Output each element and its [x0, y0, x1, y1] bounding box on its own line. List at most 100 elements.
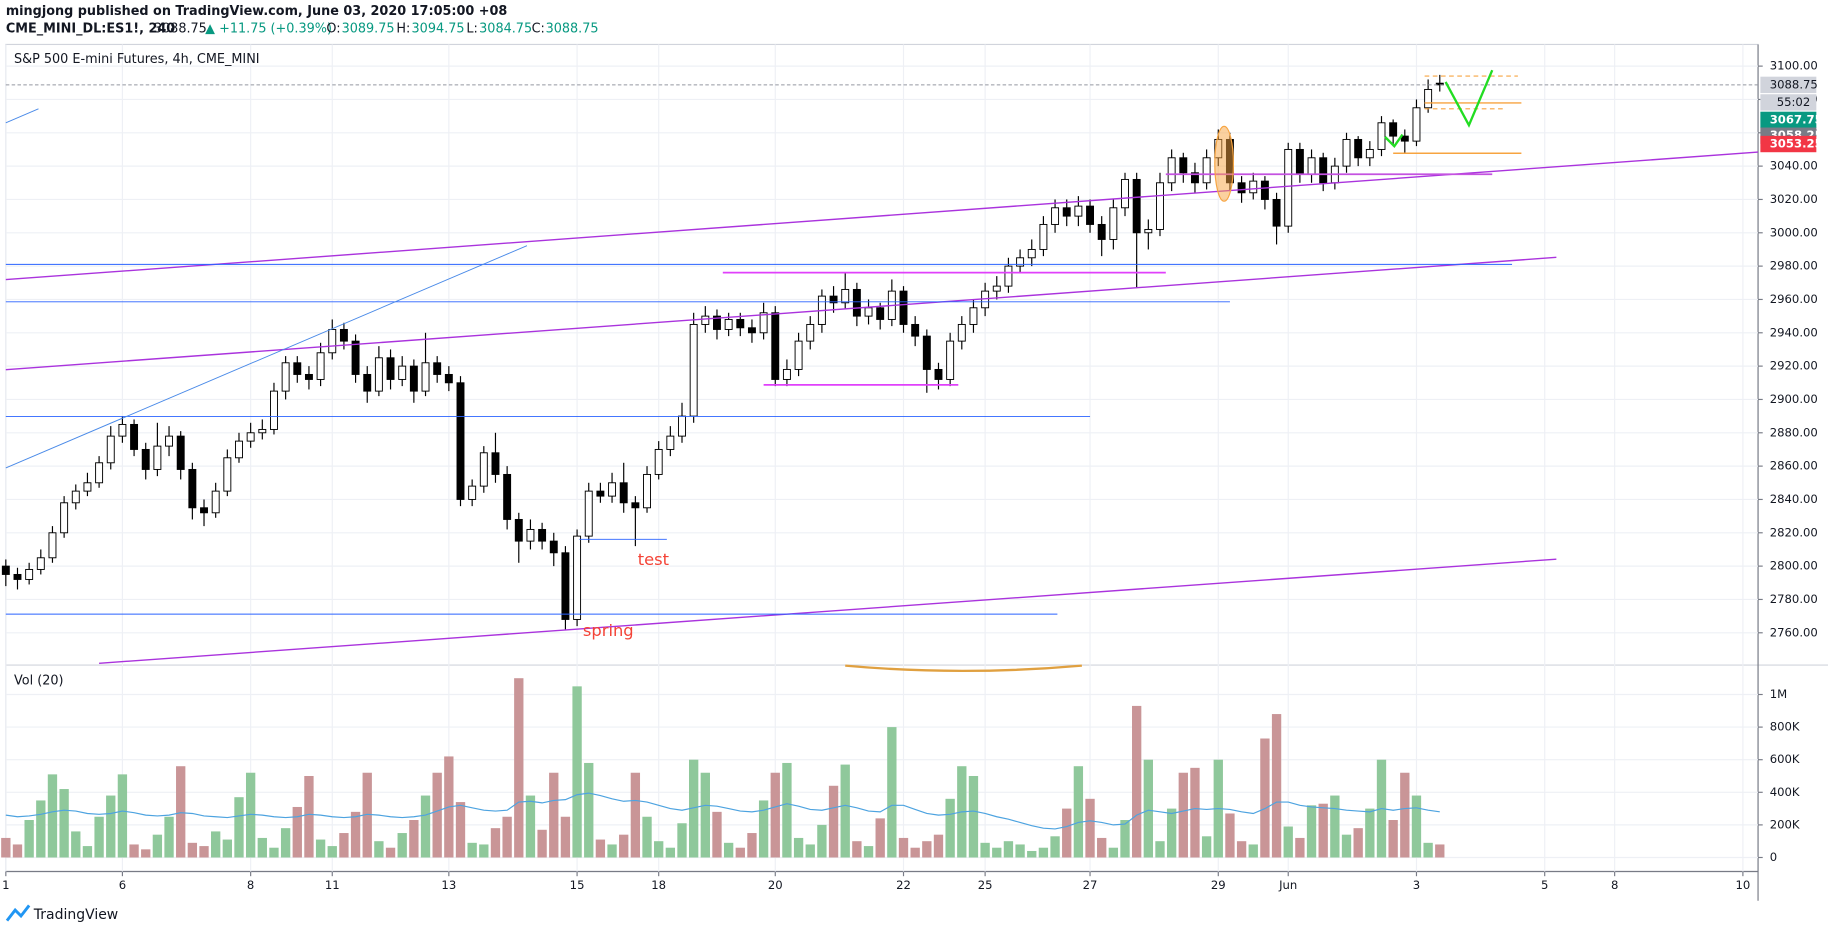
candle-body: [328, 328, 337, 354]
o-value: 3089.75: [342, 22, 395, 37]
volume-bar: [82, 846, 93, 858]
volume-bar: [677, 823, 687, 858]
volume-bar: [887, 727, 897, 858]
l-value: 3084.75: [479, 22, 532, 37]
x-tick-label: 20: [768, 878, 783, 892]
h-label: H:: [396, 22, 410, 37]
candle-body: [200, 507, 208, 514]
volume-bar: [1178, 772, 1188, 858]
volume-bar: [257, 837, 267, 858]
candle-body: [48, 532, 57, 559]
candle-body: [36, 557, 45, 570]
plot: [1, 74, 1759, 858]
countdown: 55:02: [1777, 95, 1811, 109]
candle-body: [771, 312, 780, 380]
candle-body: [794, 340, 803, 370]
candle-body: [608, 482, 617, 497]
volume-bar: [688, 759, 699, 858]
volume-bar: [455, 802, 466, 858]
volume-bar: [1306, 805, 1317, 858]
channel-line: [99, 558, 1557, 664]
x-tick-label: 11: [325, 878, 340, 892]
c-value: 3088.75: [546, 22, 599, 37]
volume-bar: [1225, 813, 1235, 858]
last-price-box: [1760, 76, 1817, 94]
candle-body: [759, 312, 768, 334]
candle-body: [176, 435, 185, 470]
volume-bar: [1400, 772, 1410, 858]
y-tick-label: 0: [1770, 850, 1777, 864]
volume-bar: [747, 833, 757, 858]
candle-body: [561, 552, 570, 620]
trend-line: [5, 245, 528, 469]
volume-bar: [863, 846, 874, 858]
candle-body: [829, 295, 838, 304]
candle-body: [747, 327, 756, 334]
y-tick-label: 2940.00: [1770, 325, 1818, 339]
candle-body: [386, 357, 395, 380]
volume-bar: [1236, 841, 1247, 858]
volume-bar: [1120, 820, 1130, 858]
volume-bar: [269, 847, 279, 858]
volume-bar: [1388, 820, 1398, 858]
volume-bar: [584, 762, 594, 858]
candle-body: [1260, 180, 1269, 200]
volume-bar: [1155, 841, 1165, 858]
highlight-arc: [845, 664, 1082, 673]
candle-body: [1389, 122, 1398, 137]
candle-body: [1272, 198, 1281, 227]
volume-bar: [280, 828, 291, 858]
candle-body: [1400, 135, 1409, 142]
y-tick-label: 2780.00: [1770, 592, 1818, 606]
x-tick-label: Jun: [1278, 878, 1297, 892]
y-tick-label: 2960.00: [1770, 292, 1818, 306]
price-marker-label: 3067.75: [1770, 112, 1823, 126]
h-value: 3094.75: [412, 22, 465, 37]
candle-body: [316, 352, 325, 380]
volume-bar: [129, 844, 139, 858]
candle-body: [701, 315, 710, 325]
volume-bar: [525, 795, 536, 858]
candle-body: [631, 502, 640, 509]
price-marker-box: [1760, 135, 1817, 153]
volume-bar: [537, 829, 547, 858]
candle-body: [1144, 228, 1153, 234]
y-tick-label: 200K: [1770, 817, 1800, 831]
candle-body: [643, 473, 651, 509]
candle-body: [969, 307, 978, 325]
volume-bar: [1143, 759, 1153, 858]
volume-bar: [362, 772, 372, 858]
volume-bar: [549, 772, 559, 858]
candle-body: [235, 440, 243, 459]
candle-body: [899, 290, 908, 325]
candle-body: [503, 473, 512, 520]
projection-arrow: [1384, 133, 1404, 149]
volume-bar: [1248, 844, 1258, 858]
candle-body: [1109, 207, 1118, 240]
candle-body: [1074, 205, 1083, 217]
l-label: L:: [466, 22, 477, 37]
candle-body: [1121, 178, 1129, 209]
volume-bar: [595, 839, 606, 858]
candle-body: [304, 373, 313, 380]
volume-bar: [805, 844, 815, 858]
volume-bar: [420, 795, 431, 858]
volume-bar: [828, 785, 839, 858]
volume-bar: [304, 775, 314, 858]
candle-body: [258, 428, 267, 434]
volume-bar: [1271, 714, 1282, 858]
candle-body: [992, 285, 1001, 292]
x-tick-label: 18: [651, 878, 666, 892]
candle-body: [1342, 138, 1351, 167]
candle-body: [1097, 223, 1106, 240]
candle-body: [1377, 122, 1386, 150]
volume-bar: [1038, 847, 1049, 858]
volume-bar: [910, 847, 920, 858]
volume-bar: [1, 837, 11, 858]
y-tick-label: 2860.00: [1770, 459, 1818, 473]
candle-body: [1249, 180, 1258, 194]
volume-bar: [817, 824, 827, 858]
candle-body: [153, 445, 162, 470]
volume-bar: [327, 846, 337, 858]
volume-bar: [723, 842, 734, 858]
